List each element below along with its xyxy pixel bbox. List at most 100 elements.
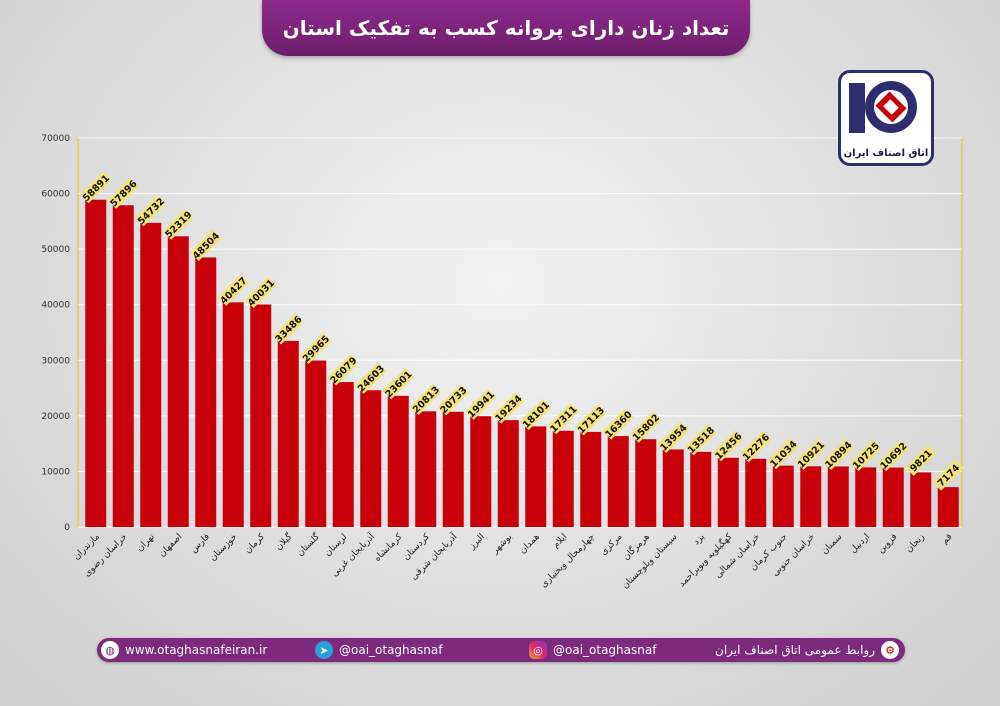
data-label: 17113	[575, 404, 607, 436]
data-label: 10725	[850, 439, 882, 472]
y-tick-label: 30000	[41, 356, 70, 366]
data-label-bg	[905, 444, 937, 476]
footer-bar: ◍ www.otaghasnafeiran.ir ➤ @oai_otaghasn…	[97, 638, 905, 662]
bar	[112, 205, 134, 527]
x-tick-label: همدان	[518, 532, 542, 556]
bar	[442, 411, 464, 527]
bar	[525, 426, 547, 527]
data-label-bg	[135, 195, 167, 227]
data-label-text: 58891	[81, 173, 112, 204]
instagram-link[interactable]: ◎ @oai_otaghasnaf	[529, 638, 656, 662]
data-label-bg	[272, 313, 304, 345]
data-label-text: 54732	[136, 196, 167, 227]
data-label-bg	[300, 332, 332, 365]
data-label: 7174	[932, 459, 964, 491]
data-label: 26079	[327, 354, 360, 386]
data-label-bg	[795, 438, 827, 470]
data-label-bg	[245, 276, 277, 309]
x-tick-label: زنجان	[904, 532, 927, 555]
bar	[222, 302, 244, 527]
x-tick-label: چهارمحال وبختیاری	[539, 532, 597, 590]
data-label: 24603	[355, 362, 387, 395]
data-label-text: 40031	[246, 278, 277, 309]
data-label-text: 33486	[273, 314, 304, 345]
bar	[195, 257, 217, 527]
y-tick-label: 50000	[41, 245, 70, 255]
bar	[745, 458, 767, 527]
telegram-link[interactable]: ➤ @oai_otaghasnaf	[315, 638, 442, 662]
data-label: 19234	[492, 392, 525, 424]
website-link[interactable]: ◍ www.otaghasnafeiran.ir	[101, 638, 267, 662]
x-tick-label: اصفهان	[157, 532, 184, 559]
y-tick-label: 0	[64, 523, 70, 533]
data-label-bg	[602, 408, 634, 440]
x-tick-label: مرکزی	[599, 532, 625, 558]
bar	[497, 420, 519, 527]
data-label: 12276	[740, 431, 772, 463]
x-tick-label: قزوین	[876, 532, 899, 555]
data-label: 18101	[520, 398, 552, 431]
gear-logo-icon	[849, 81, 917, 133]
x-tick-label: یزد	[692, 532, 708, 548]
x-tick-label: آذربایجان شرقی	[408, 530, 460, 582]
data-label-text: 20733	[438, 385, 469, 416]
data-label-text: 10725	[851, 441, 882, 472]
data-label-bg	[822, 438, 854, 471]
data-label: 12456	[712, 430, 745, 462]
bar	[580, 431, 602, 527]
x-tick-label: ایلام	[551, 532, 569, 550]
data-label-bg	[465, 388, 497, 420]
data-label-text: 23601	[383, 369, 414, 400]
y-tick-label: 10000	[41, 467, 70, 477]
data-label-text: 24603	[356, 363, 387, 394]
bar	[140, 222, 162, 528]
data-label-text: 13518	[686, 425, 717, 456]
bar	[772, 465, 794, 527]
data-label-bg	[410, 383, 442, 415]
x-tick-label: کرمان	[243, 532, 267, 556]
telegram-icon: ➤	[315, 641, 333, 659]
data-label-text: 19234	[493, 393, 524, 424]
data-label-bg	[107, 177, 139, 209]
x-tick-label: خوزستان	[208, 532, 239, 563]
data-label-text: 17113	[576, 405, 607, 436]
data-label-text: 10921	[796, 439, 827, 470]
data-label-bg	[437, 384, 469, 416]
x-tick-label: اردبیل	[849, 532, 872, 555]
data-label-bg	[520, 398, 552, 430]
data-label-bg	[382, 368, 414, 400]
data-label: 33486	[272, 313, 305, 345]
bar	[690, 451, 712, 527]
data-label: 23601	[382, 368, 415, 400]
data-label-text: 17311	[548, 404, 579, 435]
bar	[882, 467, 904, 527]
relations-text: روابط عمومی اتاق اصناف ایران	[715, 643, 875, 657]
data-label-text: 12276	[741, 432, 772, 463]
data-label: 52319	[162, 208, 195, 241]
bar	[910, 472, 932, 527]
data-label-bg	[657, 421, 689, 454]
data-label: 54732	[135, 195, 167, 227]
data-label: 40427	[217, 274, 250, 307]
x-tick-label: کرمانشاه	[373, 532, 405, 564]
x-tick-label: البرز	[467, 532, 487, 552]
data-label-bg	[492, 392, 524, 424]
data-label-bg	[547, 403, 579, 435]
data-label-text: 12456	[713, 431, 744, 462]
public-relations: ⚙ روابط عمومی اتاق اصناف ایران	[715, 638, 899, 662]
x-tick-label: سمنان	[820, 532, 845, 557]
y-tick-label: 40000	[41, 301, 70, 311]
bar	[277, 340, 299, 527]
data-label-bg	[630, 411, 662, 443]
data-label: 20813	[410, 383, 442, 416]
bar	[250, 304, 272, 527]
data-label: 20733	[437, 384, 470, 416]
data-label-text: 11034	[768, 439, 799, 470]
data-label: 13954	[657, 421, 690, 454]
data-label-bg	[575, 404, 607, 436]
data-label: 13518	[685, 424, 717, 456]
bar	[387, 395, 409, 527]
data-label: 58891	[80, 172, 112, 204]
y-tick-label: 60000	[41, 190, 70, 200]
telegram-text: @oai_otaghasnaf	[339, 643, 443, 657]
